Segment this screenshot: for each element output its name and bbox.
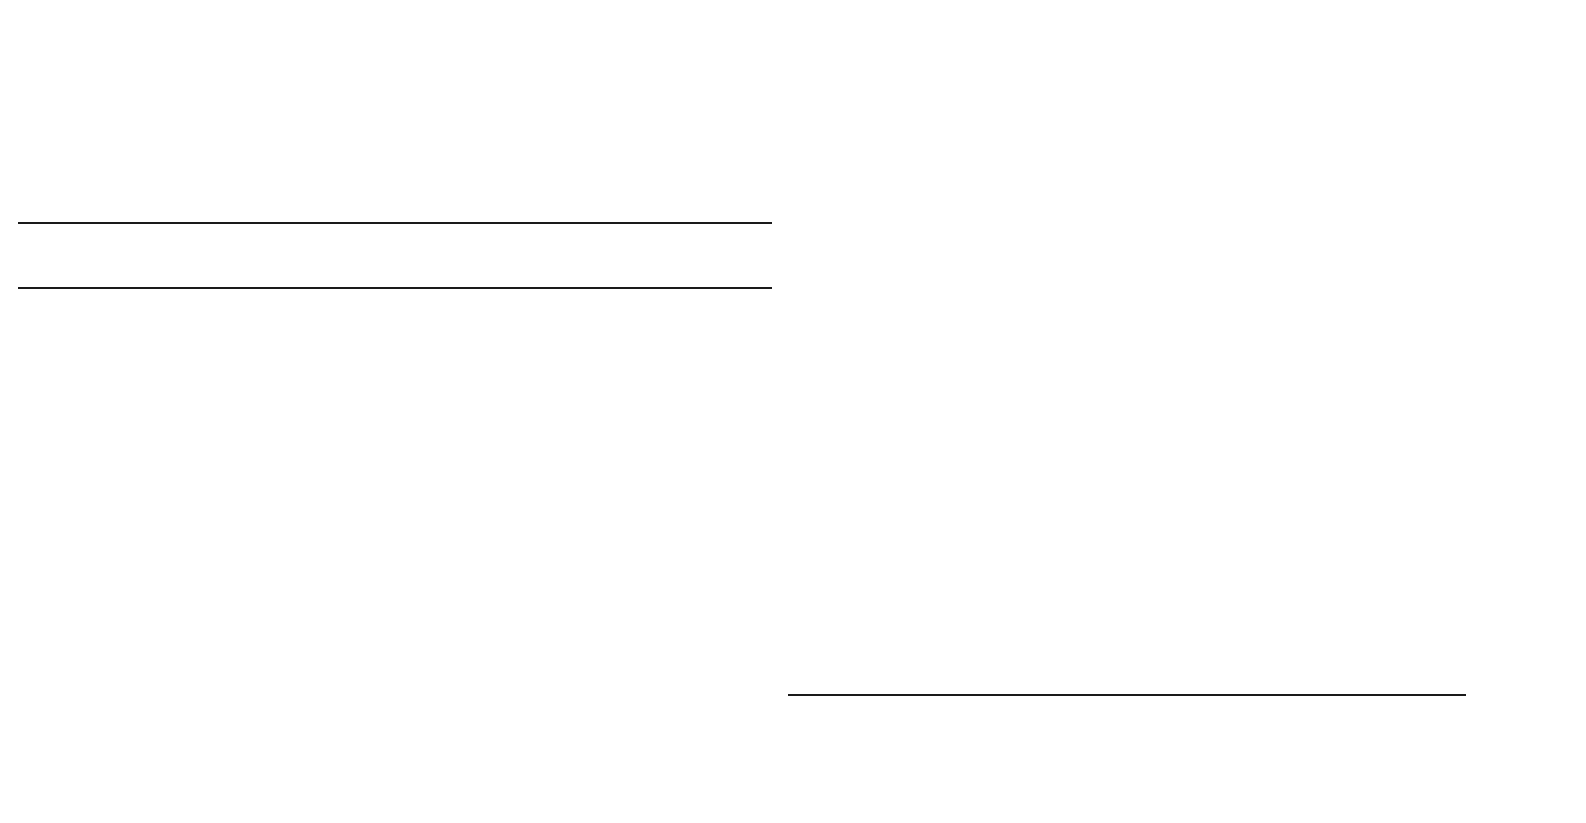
country-info-table xyxy=(18,222,772,289)
x-axis-line xyxy=(788,694,1466,696)
table-header-row xyxy=(18,224,772,289)
